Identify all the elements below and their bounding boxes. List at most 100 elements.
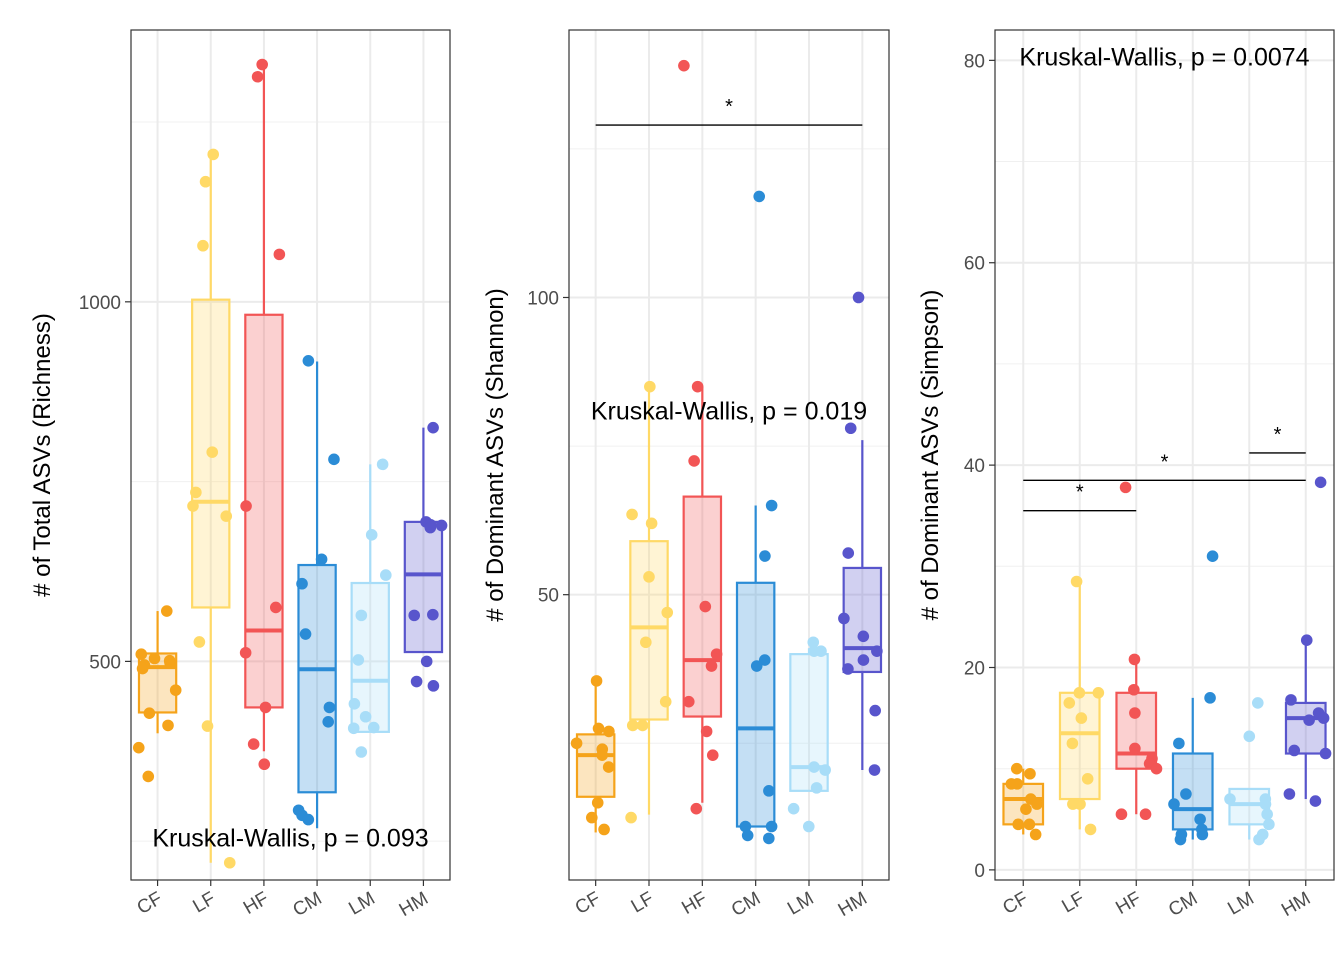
y-tick-label: 40 [964,456,985,477]
data-point-lm [1259,798,1272,810]
x-tick-label-cf: CF [134,888,166,919]
significance-star: * [1274,424,1282,446]
data-point-hf [1129,707,1141,719]
x-tick-label-lf: LF [1059,888,1089,917]
data-point-hm [857,654,870,666]
data-point-lm [376,458,389,471]
data-point-cf [169,684,182,696]
data-point-lf [626,508,638,521]
data-point-lm [787,802,800,815]
x-tick-label-lm: LM [1224,888,1257,919]
data-point-hf [1115,808,1128,821]
data-point-cm [302,354,315,367]
panel-border [568,29,890,881]
data-point-hf [247,738,260,750]
data-point-hf [1139,808,1152,821]
data-point-hm [408,609,421,622]
data-point-hm [1309,795,1322,807]
data-point-lf [1070,575,1083,588]
x-tick-label-lm: LM [345,888,378,919]
y-tick-label: 50 [538,586,559,607]
data-point-lf [661,606,674,619]
data-point-hm [427,608,439,621]
data-point-cf [1031,798,1043,810]
data-point-lf [197,239,209,252]
data-point-hm [1303,714,1315,726]
data-point-cf [162,719,174,732]
data-point-hf [251,70,264,83]
x-tick-label-lm: LM [784,888,817,919]
data-point-hm [1314,476,1327,489]
data-point-hf [269,601,282,614]
data-point-lm [1253,833,1265,846]
iqr-box [297,563,337,794]
data-point-lf [1073,686,1086,699]
data-point-hf [700,725,713,738]
x-tick-label-cm: CM [728,888,764,921]
data-point-cm [1204,692,1216,704]
data-point-hf [258,758,271,771]
data-point-lm [367,721,380,734]
x-tick-label-lf: LF [190,888,220,917]
data-point-cf [1024,767,1036,780]
data-point-lm [1251,697,1264,709]
data-point-cf [142,770,155,783]
data-point-cm [302,813,315,826]
y-axis-title: # of Total ASVs (Richness) [29,313,56,597]
data-point-cf [135,648,148,660]
box-cm [1171,697,1214,840]
data-point-lm [807,636,820,649]
data-point-lf [1084,823,1097,836]
x-tick-label-lf: LF [628,888,658,917]
panel-1: Kruskal-Wallis, p = 0.093 500 1000 CF LF HF CM… [29,29,451,921]
data-point-cf [591,796,604,809]
data-point-lm [1243,730,1256,743]
data-point-cm [1194,813,1206,826]
data-point-lf [645,517,658,530]
iqr-box [629,540,669,721]
data-point-cm [1196,828,1209,841]
data-point-cf [1023,818,1036,831]
data-point-lf [223,856,236,869]
x-tick-label-cf: CF [999,888,1031,919]
data-point-lf [636,719,649,732]
data-point-cm [1206,550,1219,562]
data-point-lm [348,698,361,710]
data-point-lm [819,764,831,776]
data-point-cf [160,605,173,617]
x-tick-label-hm: HM [835,888,871,921]
data-point-hm [1319,747,1332,760]
data-point-lf [193,636,206,648]
data-point-cm [753,190,766,203]
data-point-lf [1063,697,1076,709]
kruskal-wallis-annotation: Kruskal-Wallis, p = 0.093 [152,825,428,853]
data-point-cf [590,675,603,687]
data-point-hm [1283,788,1296,800]
data-point-cf [570,737,583,750]
data-point-cf [1029,828,1042,841]
data-point-cf [148,652,161,665]
data-point-cf [602,761,615,773]
data-point-lm [365,529,378,541]
box-cf [575,683,616,833]
data-point-cm [1180,788,1192,800]
y-axis-title: # of Dominant ASVs (Shannon) [482,288,509,622]
y-tick-label: 100 [527,288,559,309]
data-point-cf [592,722,605,735]
data-point-lf [626,719,639,732]
data-point-lm [1224,793,1236,805]
data-point-hm [844,422,857,435]
data-point-lf [201,720,214,732]
data-point-lm [352,654,365,666]
data-point-hf [259,701,272,714]
data-point-cf [143,707,156,719]
panel-border [994,29,1335,881]
data-point-lf [199,175,212,188]
data-point-hm [1285,694,1297,706]
data-point-hf [691,380,704,393]
data-point-hm [842,663,854,675]
data-point-hf [682,695,695,708]
data-point-cm [741,829,754,842]
data-point-lf [1075,712,1088,724]
y-tick-label: 20 [964,659,985,680]
